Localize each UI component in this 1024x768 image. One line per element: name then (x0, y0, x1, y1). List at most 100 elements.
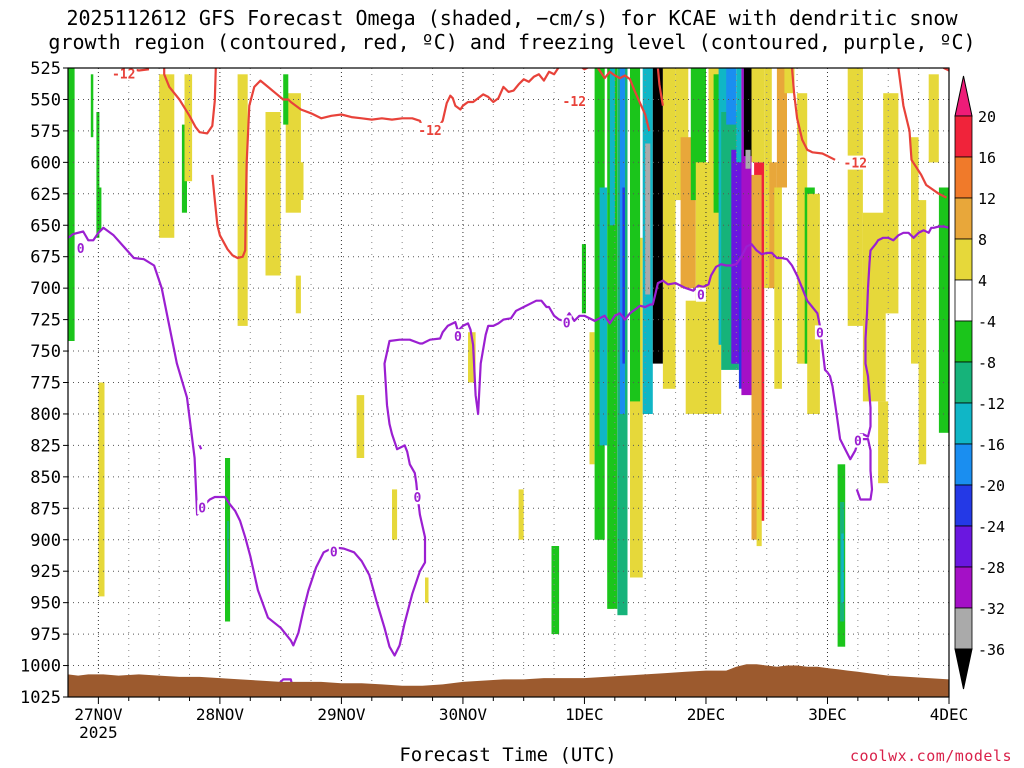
freezing_0-label: 0 (454, 330, 462, 345)
colorbar-label: 16 (978, 149, 996, 167)
omega-shade-cell (797, 93, 808, 364)
omega-shade-cell (751, 174, 762, 540)
colorbar-bottom-arrow (954, 648, 973, 690)
y-tick-label: 1000 (20, 657, 61, 677)
omega-shade-cell (745, 149, 751, 169)
contour-label-bg (412, 490, 423, 505)
dgz_minus12-contour (790, 68, 836, 161)
y-tick-label: 975 (30, 625, 61, 645)
omega-shade-cell (743, 68, 754, 157)
omega-shade-cell (645, 143, 651, 295)
dgz_minus12-contour (656, 68, 664, 106)
omega-shade-cell (237, 74, 248, 326)
omega-shade-cell (630, 68, 641, 402)
omega-shade-cell (713, 74, 722, 213)
dgz_minus12-label: -12 (844, 157, 867, 172)
colorbar-band (954, 279, 973, 322)
dgz_minus12-label: -12 (418, 124, 441, 139)
omega-shade-cell (184, 74, 193, 182)
y-tick-label: 925 (30, 562, 61, 582)
omega-shade-cell (159, 74, 175, 238)
x-tick-label: 2DEC (687, 705, 726, 724)
dgz_minus12-contour (897, 68, 947, 199)
y-tick-label: 1025 (20, 688, 61, 708)
colorbar-label: -8 (978, 354, 996, 372)
chart-title-line-1: 2025112612 GFS Forecast Omega (shaded, −… (66, 6, 958, 30)
colorbar-band (954, 361, 973, 404)
y-tick-label: 825 (30, 436, 61, 456)
omega-shading (68, 68, 949, 647)
omega-shade-cell (518, 489, 524, 540)
y-tick-label: 625 (30, 185, 61, 205)
omega-shade-cell (751, 68, 765, 163)
grid-lines (68, 68, 949, 698)
axes: 525 550 575 600 625 650 675 700 725 750 775 800 825 8… (20, 59, 968, 742)
contour-label-bg (110, 68, 137, 81)
colorbar-band (954, 115, 973, 158)
colorbar-label: -12 (978, 395, 1005, 413)
omega-shade-cell (756, 476, 762, 547)
omega-shade-cell (776, 68, 787, 188)
contour-label-bg (561, 94, 588, 108)
colorbar-label: -16 (978, 436, 1005, 454)
omega-shade-cell (736, 68, 742, 163)
omega-shade-cell (68, 68, 75, 341)
freezing_0-label: 0 (77, 242, 85, 257)
omega-shade-cell (807, 193, 820, 414)
omega-shade-cell (841, 533, 844, 603)
colorbar-label: -24 (978, 518, 1005, 536)
omega-shade-cell (356, 395, 365, 458)
colorbar-label: 8 (978, 231, 987, 249)
omega-shade-cell (938, 187, 949, 433)
freezing_0-label: 0 (330, 545, 338, 560)
y-tick-label: 575 (30, 122, 61, 142)
colorbar-band (954, 566, 973, 609)
x-tick-label: 29NOV (317, 705, 366, 724)
omega-shade-cell (90, 74, 94, 138)
x-tick-label: 3DEC (808, 705, 847, 724)
colorbar-label: -4 (978, 313, 996, 331)
y-tick-label: 750 (30, 342, 61, 362)
dgz_minus12-contour (163, 68, 217, 135)
y-tick-label: 775 (30, 374, 61, 394)
colorbar-label: 12 (978, 190, 996, 208)
colorbar-band (954, 484, 973, 527)
omega-shade-cell (911, 137, 919, 364)
contour-label-bg (75, 241, 86, 256)
x-tick-label: 1DEC (565, 705, 604, 724)
x-tick-label: 4DEC (930, 705, 969, 724)
y-tick-label: 950 (30, 594, 61, 614)
x-tick-label: 27NOV (74, 705, 123, 724)
omega-shade-cell (883, 93, 899, 314)
colorbar-band (954, 607, 973, 650)
contour-label-bg (328, 544, 339, 559)
y-tick-label: 900 (30, 531, 61, 551)
chart-title-line-2: growth region (contoured, red, ºC) and f… (48, 30, 976, 54)
colorbar-band (954, 443, 973, 486)
colorbar-label: -36 (978, 641, 1005, 659)
colorbar-top-arrow (954, 75, 973, 117)
contour-label-bg (842, 155, 869, 170)
freezing_0-label: 0 (563, 316, 571, 331)
colorbar-band (954, 197, 973, 240)
contour-lines (68, 68, 949, 697)
x-axis-label: Forecast Time (UTC) (399, 744, 617, 766)
omega-shade-cell (928, 74, 939, 163)
omega-shade-cell (784, 68, 795, 94)
terrain-fill (68, 664, 949, 697)
omega-shade-cell (392, 489, 398, 540)
omega-shade-cell (741, 68, 752, 396)
y-tick-label: 875 (30, 499, 61, 519)
contour-label-bg (561, 315, 572, 330)
colorbar-label: 20 (978, 108, 996, 126)
credit-link[interactable]: coolwx.com/models (849, 747, 1012, 765)
omega-shade-cell (847, 68, 863, 326)
omega-shade-cell (468, 332, 476, 383)
omega-shade-cell (652, 68, 663, 364)
contour-label-bg (814, 325, 825, 340)
omega-shade-cell (607, 68, 618, 609)
contour-label-bg (852, 433, 863, 448)
colorbar-band (954, 156, 973, 199)
y-tick-label: 650 (30, 216, 61, 236)
surface-terrain (68, 664, 949, 697)
